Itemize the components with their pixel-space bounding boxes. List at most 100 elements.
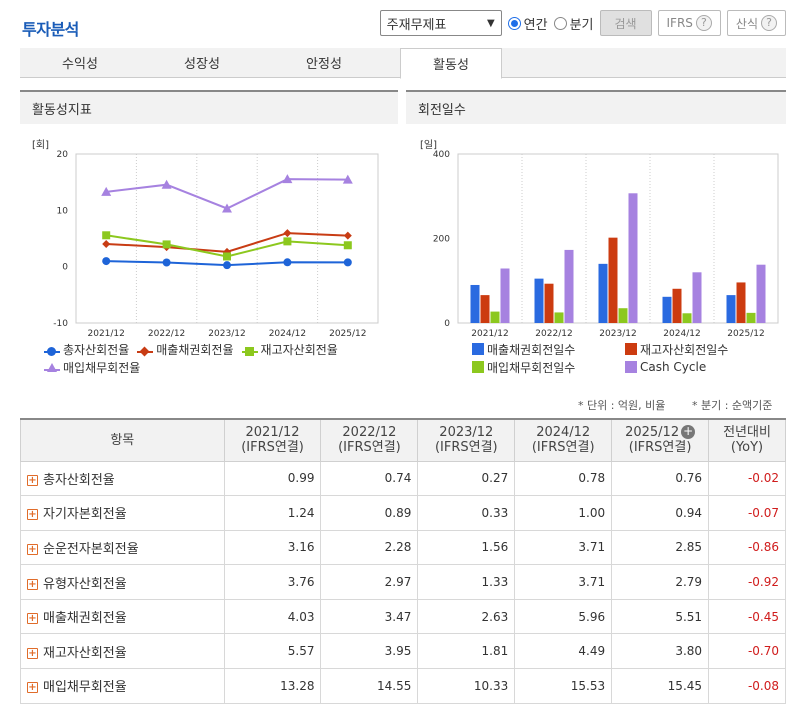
radio-annual-dot[interactable] [507, 16, 521, 30]
row-yoy: -0.07 [708, 495, 786, 531]
bar [756, 264, 766, 323]
row-name[interactable]: + 재고자산회전율 [20, 633, 225, 670]
turnover-days-panel: 회전일수 [일] 0 200 400 2021/12 2022/12 2023/12 202… [406, 90, 786, 380]
row-value: 3.80 [611, 633, 710, 670]
row-yoy: -0.86 [708, 529, 786, 566]
row-value: 4.49 [514, 633, 613, 670]
bar [692, 272, 702, 323]
row-value: 3.47 [320, 598, 419, 635]
row-name[interactable]: + 자기자본회전율 [20, 495, 225, 531]
radio-quarter-dot[interactable] [553, 16, 567, 30]
col-header-2021: 2021/12 (IFRS연결) [223, 418, 322, 462]
x-tick-label: 2023/12 [599, 329, 636, 339]
row-name[interactable]: + 매입채무회전율 [20, 668, 225, 704]
bar [662, 296, 672, 323]
data-point [283, 237, 292, 246]
activity-table: 항목 2021/12 (IFRS연결) 2022/12 (IFRS연결) 2023/… [20, 418, 786, 704]
radio-quarter[interactable]: 분기 [553, 14, 594, 33]
row-name[interactable]: + 순운전자본회전율 [20, 529, 225, 566]
legend-item[interactable]: 재고자산회전율 [241, 340, 338, 358]
expand-plus-icon[interactable]: + [27, 543, 38, 555]
turnover-bar-chart: 0 200 400 2021/12 2022/12 2023/12 2024/12 2025/… [433, 150, 779, 339]
statement-select[interactable]: 주재무제표 ▼ [379, 10, 502, 36]
data-point [101, 186, 112, 196]
row-yoy: -0.70 [708, 633, 786, 670]
row-name[interactable]: + 유형자산회전율 [20, 564, 225, 600]
turnover-days-title: 회전일수 [406, 90, 786, 124]
plot-frame [75, 153, 379, 324]
expand-plus-icon[interactable]: + [27, 509, 38, 521]
row-value: 3.95 [320, 633, 419, 670]
expand-plus-icon[interactable]: + [681, 424, 696, 440]
data-point [343, 241, 352, 250]
bar [470, 284, 480, 323]
y-tick-label: 200 [433, 235, 450, 245]
table-row: + 유형자산회전율 3.76 2.97 1.33 3.71 2.79 -0.92 [20, 564, 786, 600]
legend-item[interactable]: Cash Cycle [625, 358, 770, 376]
tab-activity[interactable]: 활동성 [400, 48, 502, 79]
row-value: 1.00 [514, 495, 613, 531]
legend-label: 매출채권회전일수 [487, 342, 576, 357]
legend-marker [44, 360, 60, 374]
expand-plus-icon[interactable]: + [27, 647, 38, 659]
tab-stability[interactable]: 안정성 [306, 57, 342, 72]
expand-plus-icon[interactable]: + [27, 474, 38, 486]
data-point [102, 239, 111, 248]
row-value: 0.74 [320, 460, 419, 497]
legend-item[interactable]: 매출채권회전일수 [472, 340, 617, 358]
activity-ratio-panel: 활동성지표 [회] -10 0 10 20 2021/12 2022/12 2023/12 2… [20, 90, 398, 380]
row-value: 0.27 [417, 460, 516, 497]
y-tick-label: 0 [444, 319, 450, 329]
row-value: 0.78 [514, 460, 613, 497]
legend-label: 총자산회전율 [63, 342, 130, 357]
legend-swatch [625, 343, 637, 355]
x-tick-label: 2024/12 [269, 329, 306, 339]
expand-plus-icon[interactable]: + [27, 578, 38, 590]
legend-item[interactable]: 재고자산회전일수 [625, 340, 770, 358]
legend-item[interactable]: 매입채무회전일수 [472, 358, 617, 376]
x-tick-label: 2025/12 [727, 329, 764, 339]
legend-label: Cash Cycle [640, 360, 707, 374]
help-icon: ? [761, 15, 777, 31]
expand-plus-icon[interactable]: + [27, 613, 38, 625]
legend-label: 매출채권회전율 [156, 342, 234, 357]
legend-label: 매입채무회전율 [63, 360, 141, 375]
bar [598, 263, 608, 323]
col-header-2025: 2025/12 + (IFRS연결) [611, 418, 710, 462]
activity-ratio-title: 활동성지표 [20, 90, 398, 124]
row-value: 1.24 [223, 495, 322, 531]
chevron-down-icon: ▼ [486, 17, 495, 29]
row-value: 0.76 [611, 460, 710, 497]
tab-growth[interactable]: 성장성 [184, 57, 220, 72]
row-name[interactable]: + 총자산회전율 [20, 460, 225, 497]
col-header-2024: 2024/12 (IFRS연결) [514, 418, 613, 462]
analysis-tabs: 수익성 성장성 안정성 활동성 [20, 48, 786, 79]
row-value: 1.56 [417, 529, 516, 566]
plot-frame [457, 153, 779, 324]
data-point [283, 258, 292, 267]
legend-item[interactable]: 매입채무회전율 [44, 358, 140, 376]
ifrs-button[interactable]: IFRS ? [657, 10, 721, 36]
expand-plus-icon[interactable]: + [27, 682, 38, 694]
bar [672, 288, 682, 323]
data-point [342, 174, 353, 184]
legend-item[interactable]: 매출채권회전율 [137, 340, 234, 358]
row-value: 13.28 [223, 668, 322, 704]
bar [736, 282, 746, 323]
table-row: + 매입채무회전율 13.28 14.55 10.33 15.53 15.45 -0.08 [20, 668, 786, 704]
legend-swatch [625, 361, 637, 373]
unit-note: * 단위 : 억원, 비율 [578, 399, 666, 412]
table-row: + 매출채권회전율 4.03 3.47 2.63 5.96 5.51 -0.45 [20, 598, 786, 635]
formula-button[interactable]: 산식 ? [726, 10, 786, 36]
search-button[interactable]: 검색 [599, 10, 652, 36]
bar [500, 268, 510, 323]
data-point [343, 258, 352, 267]
legend-item[interactable]: 총자산회전율 [44, 340, 129, 358]
radio-annual[interactable]: 연간 [507, 14, 548, 33]
tab-profitability[interactable]: 수익성 [62, 57, 98, 72]
statement-select-value: 주재무제표 [386, 17, 447, 33]
row-name[interactable]: + 매출채권회전율 [20, 598, 225, 635]
formula-label: 산식 [735, 16, 758, 31]
row-value: 2.28 [320, 529, 419, 566]
